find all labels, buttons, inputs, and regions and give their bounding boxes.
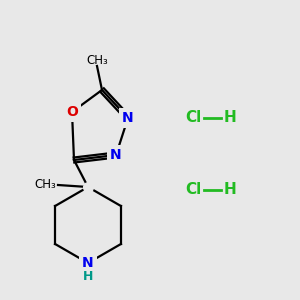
- Text: N: N: [82, 256, 94, 270]
- Text: O: O: [66, 105, 78, 119]
- Text: H: H: [224, 110, 237, 125]
- Text: H: H: [83, 271, 93, 284]
- Text: N: N: [110, 148, 122, 162]
- Text: Cl: Cl: [185, 110, 201, 125]
- Text: Cl: Cl: [185, 182, 201, 197]
- Text: H: H: [224, 182, 237, 197]
- Text: N: N: [122, 111, 134, 125]
- Text: CH₃: CH₃: [86, 53, 108, 67]
- Text: CH₃: CH₃: [34, 178, 56, 191]
